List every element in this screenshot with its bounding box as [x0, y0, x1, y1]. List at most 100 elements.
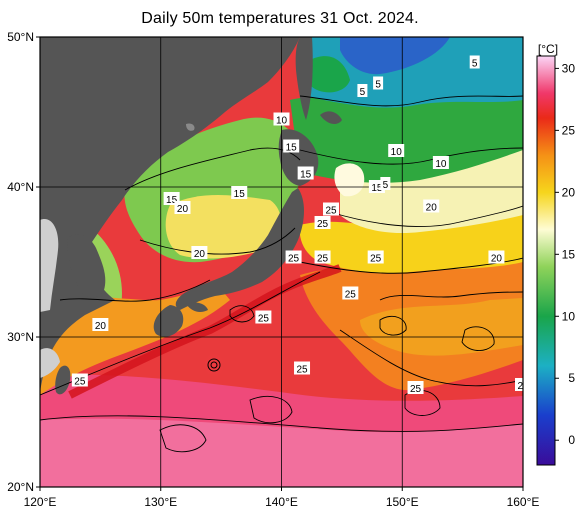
colorbar-tick-label: 25 [562, 123, 576, 137]
small-island [186, 123, 195, 131]
contour-label-text: 5 [375, 80, 381, 91]
contour-label-box [323, 202, 340, 216]
latitude-axis: 50°N 40°N 30°N 20°N [7, 30, 40, 494]
contour-label-text: 15 [234, 189, 246, 200]
colorbar-tick-label: 20 [562, 185, 576, 199]
colorbar-tick-label: 5 [568, 371, 575, 385]
contour-value-label: 5 [357, 84, 368, 98]
contour-label-box [515, 378, 523, 391]
lat-tick-label: 20°N [7, 480, 34, 494]
colorbar-tick-label: 30 [562, 61, 576, 75]
contour-label-text: 25 [258, 314, 270, 325]
contour-label-box [92, 318, 109, 331]
colorbar-unit: [°C] [538, 42, 558, 56]
shikoku-island [186, 302, 208, 312]
contour-value-label: 25 [285, 250, 302, 265]
contour-label-text: 20 [177, 204, 189, 215]
colorbar: [°C] 30 25 20 15 10 5 0 [536, 42, 575, 466]
contour-label-text: 10 [276, 116, 288, 127]
contour-label-text: 15 [371, 183, 383, 194]
contour-label-text: 5 [472, 59, 478, 70]
lon-tick-label: 140°E [265, 495, 298, 509]
contour-label-text: 5 [383, 180, 389, 191]
contour-label-text: 10 [435, 159, 447, 170]
contour-value-label: 20 [423, 199, 440, 214]
contour-label-box [388, 144, 405, 157]
contour-value-label: 10 [432, 156, 449, 170]
map-title: Daily 50m temperatures 31 Oct. 2024. [141, 10, 419, 27]
contour-label-box [283, 139, 300, 153]
contour-label-text: 25 [370, 254, 382, 265]
contour-value-label: 20 [488, 250, 505, 265]
contour-label-box [432, 156, 449, 169]
contour-label-text: 20 [426, 203, 438, 214]
cold-core-patch [334, 163, 365, 197]
contour-value-label: 10 [388, 144, 405, 158]
contour-label-text: 15 [286, 143, 298, 154]
contour-label-box [357, 84, 368, 97]
contour-label-text: 25 [410, 384, 422, 395]
contour-value-label: 15 [231, 186, 248, 200]
contour-label-text: 15 [300, 170, 312, 181]
contour-label-box [342, 286, 359, 300]
contour-value-label: 20 [191, 246, 208, 260]
contour-value-label: 10 [273, 112, 290, 127]
no-data-shelf-south [40, 348, 60, 378]
contour-label-box [407, 381, 424, 394]
contour-label-text: 25 [317, 254, 329, 265]
contour-value-label: 5 [469, 55, 480, 70]
contour-label-box [71, 373, 88, 387]
contour-label-box [488, 250, 505, 264]
graticule-lines [40, 37, 523, 487]
lon-tick-label: 130°E [144, 495, 177, 509]
contour-value-label: 25 [314, 250, 331, 265]
cold-green-patch [310, 56, 350, 93]
honshu-island [175, 188, 304, 310]
lat-tick-label: 40°N [7, 180, 34, 194]
contour-label-text: 25 [74, 377, 86, 388]
warm-eddy [204, 353, 224, 377]
contour-label-box [174, 201, 191, 214]
contour-value-label: 25 [323, 202, 340, 217]
cold-blue-patch [340, 37, 450, 75]
contour-label-text: 20 [491, 254, 503, 265]
lon-tick-label: 150°E [386, 495, 419, 509]
contour-label-box [285, 250, 302, 264]
contour-value-label: 25 [71, 373, 88, 388]
contour-label-text: 10 [391, 147, 403, 158]
contour-label-text: 25 [345, 290, 357, 301]
contour-label-text: 15 [166, 195, 178, 206]
kuroshio-current [68, 264, 342, 399]
sakhalin-island [295, 37, 313, 120]
isotherm-contours [40, 95, 523, 453]
no-data-shelf [40, 219, 59, 312]
contour-label-box [367, 250, 384, 264]
contour-value-label: 5 [373, 76, 384, 91]
contour-label-box [380, 177, 391, 190]
contour-label-text: 25 [526, 326, 538, 337]
colorbar-ticks: 30 25 20 15 10 5 0 [555, 61, 575, 447]
warm-eddy-contour-inner [210, 361, 218, 369]
contour-label-text: 25 [288, 254, 300, 265]
contour-label-box [191, 246, 208, 259]
asian-mainland [40, 37, 300, 392]
kuril-island [320, 111, 342, 125]
lat-tick-label: 50°N [7, 30, 34, 44]
contour-value-label: 20 [92, 318, 109, 332]
contour-label-text: 20 [95, 321, 107, 332]
lon-tick-label: 160°E [507, 495, 540, 509]
contour-label-box [231, 186, 248, 199]
lon-tick-label: 120°E [24, 495, 57, 509]
contour-label-text: 25 [517, 381, 529, 392]
korean-peninsula [67, 234, 106, 298]
contour-value-label: 25 [314, 216, 331, 230]
contour-label-box [255, 310, 272, 324]
contour-label-box [314, 250, 331, 264]
contour-value-label: 15 [283, 139, 300, 154]
colorbar-tick-label: 0 [568, 433, 575, 447]
contour-value-label: 5 [380, 177, 391, 191]
contour-label-text: 25 [325, 206, 337, 217]
contour-value-label: 25 [342, 286, 359, 301]
warm-orange-patch [360, 298, 523, 356]
